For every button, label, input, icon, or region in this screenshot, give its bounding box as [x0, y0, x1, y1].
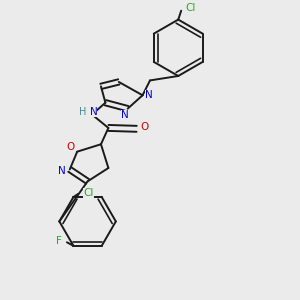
- Text: N: N: [145, 90, 153, 100]
- Text: H: H: [80, 106, 87, 117]
- Text: N: N: [58, 166, 65, 176]
- Text: O: O: [67, 142, 75, 152]
- Text: N: N: [90, 106, 98, 117]
- Text: F: F: [56, 236, 62, 245]
- Text: Cl: Cl: [83, 188, 94, 198]
- Text: N: N: [122, 110, 129, 120]
- Text: O: O: [140, 122, 148, 132]
- Text: Cl: Cl: [185, 3, 196, 13]
